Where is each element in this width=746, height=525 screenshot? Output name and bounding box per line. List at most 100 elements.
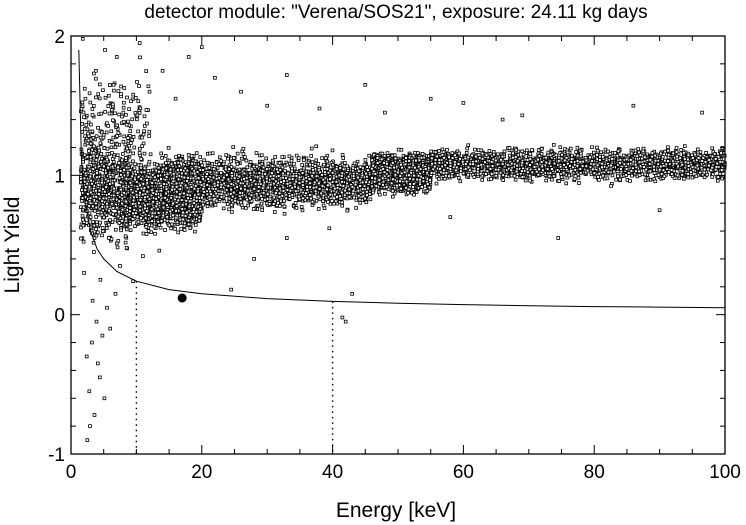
data-point [82, 176, 87, 181]
data-point [399, 147, 404, 152]
data-point [174, 204, 179, 208]
data-point [135, 170, 140, 175]
data-point [217, 155, 222, 160]
data-point [255, 174, 260, 179]
data-point [163, 195, 167, 200]
data-point [285, 181, 290, 186]
data-point [216, 180, 220, 185]
data-point [248, 160, 253, 164]
data-point [363, 158, 368, 162]
data-point [171, 213, 175, 218]
data-point [104, 196, 109, 201]
data-point [166, 160, 171, 165]
data-point [299, 205, 304, 209]
data-point [79, 236, 83, 241]
data-point [202, 190, 207, 194]
data-point [204, 166, 209, 171]
data-point [231, 190, 236, 195]
data-point [143, 195, 147, 200]
data-point [313, 164, 317, 168]
data-point [297, 175, 302, 180]
data-point [152, 224, 157, 229]
data-point [272, 210, 277, 214]
data-point [235, 151, 240, 156]
data-point [182, 224, 187, 229]
data-point [227, 207, 231, 212]
data-point [233, 198, 238, 203]
data-point [150, 181, 155, 185]
data-point [208, 170, 213, 175]
data-point [262, 180, 267, 185]
data-point [343, 188, 347, 193]
data-point [271, 202, 276, 206]
data-point [260, 168, 265, 173]
data-point [91, 167, 96, 171]
data-point [239, 200, 243, 205]
data-point [163, 228, 167, 232]
data-point [115, 205, 119, 210]
data-point [311, 185, 316, 190]
data-point [201, 176, 205, 181]
data-point [363, 196, 367, 201]
data-point [340, 200, 344, 205]
data-point [246, 203, 250, 208]
data-point [124, 222, 129, 227]
data-point [209, 192, 213, 197]
data-point [294, 174, 299, 178]
data-point [245, 165, 250, 170]
data-point [104, 130, 109, 135]
data-point [166, 145, 171, 150]
data-point [133, 211, 138, 215]
data-point [124, 176, 129, 181]
data-point [266, 161, 271, 166]
data-point [100, 226, 105, 230]
data-point [278, 186, 282, 191]
data-point [335, 183, 340, 188]
data-point [105, 201, 109, 206]
data-point [198, 180, 203, 185]
data-point [89, 178, 94, 183]
data-point [186, 189, 191, 194]
data-point [188, 226, 193, 230]
data-point [95, 220, 99, 225]
data-point [180, 213, 185, 218]
data-point [230, 210, 234, 214]
data-point [334, 179, 339, 184]
data-point [245, 197, 249, 202]
data-point [257, 171, 262, 175]
data-point [364, 171, 368, 176]
data-point [202, 158, 207, 163]
data-point [205, 183, 210, 187]
data-point [280, 194, 285, 198]
data-point [207, 151, 212, 156]
data-point [277, 195, 282, 199]
data-point [89, 190, 93, 195]
data-point [200, 195, 204, 200]
data-point [120, 207, 125, 212]
data-point [94, 205, 99, 210]
data-point [161, 201, 166, 206]
data-point [356, 169, 361, 174]
data-point [239, 186, 243, 191]
data-point [347, 195, 352, 199]
data-point [200, 163, 204, 168]
data-point [174, 189, 179, 194]
data-point [249, 199, 254, 204]
data-point [290, 166, 294, 171]
data-point [106, 165, 110, 170]
data-point [111, 212, 115, 217]
data-point [88, 169, 93, 174]
data-point [161, 205, 166, 210]
data-point [296, 186, 301, 191]
data-point [238, 196, 243, 201]
data-point [154, 168, 159, 173]
data-point [81, 223, 86, 228]
data-point [294, 206, 299, 210]
data-point [179, 198, 184, 202]
data-point [160, 155, 164, 160]
data-point [144, 232, 149, 236]
data-point [111, 193, 116, 198]
data-point [133, 224, 137, 229]
data-point [222, 199, 227, 204]
data-point [186, 222, 191, 227]
